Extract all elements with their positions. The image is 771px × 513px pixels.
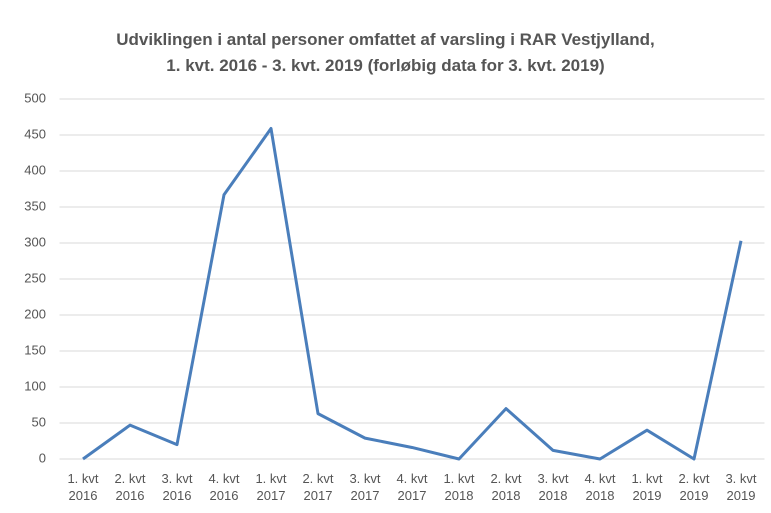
x-tick-label: 1. kvt 2017: [255, 471, 287, 503]
y-tick-label: 400: [24, 162, 46, 177]
data-line: [82, 127, 743, 461]
y-tick-label: 450: [24, 126, 46, 141]
x-tick-label: 3. kvt 2017: [349, 471, 381, 503]
y-tick-label: 200: [24, 306, 46, 321]
x-tick-label: 3. kvt 2018: [537, 471, 569, 503]
x-tick-label: 2. kvt 2018: [490, 471, 522, 503]
y-tick-label: 0: [39, 450, 46, 465]
x-tick-label: 4. kvt 2018: [584, 471, 616, 503]
y-tick-label: 150: [24, 342, 46, 357]
x-tick-label: 3. kvt 2019: [725, 471, 757, 503]
y-tick-label: 500: [24, 90, 46, 105]
x-tick-label: 2. kvt 2019: [678, 471, 710, 503]
x-tick-label: 3. kvt 2016: [161, 471, 193, 503]
y-tick-label: 50: [32, 414, 46, 429]
x-tick-label: 4. kvt 2017: [396, 471, 428, 503]
x-tick-label: 1. kvt 2018: [443, 471, 475, 503]
y-tick-label: 350: [24, 198, 46, 213]
x-tick-label: 1. kvt 2016: [67, 471, 99, 503]
y-tick-label: 250: [24, 270, 46, 285]
x-tick-label: 4. kvt 2016: [208, 471, 240, 503]
x-tick-label: 1. kvt 2019: [631, 471, 663, 503]
x-tick-label: 2. kvt 2017: [302, 471, 334, 503]
x-tick-label: 2. kvt 2016: [114, 471, 146, 503]
chart-title: Udviklingen i antal personer omfattet af…: [116, 30, 655, 49]
y-tick-label: 100: [24, 378, 46, 393]
y-tick-label: 300: [24, 234, 46, 249]
chart-subtitle: 1. kvt. 2016 - 3. kvt. 2019 (forløbig da…: [166, 56, 605, 75]
